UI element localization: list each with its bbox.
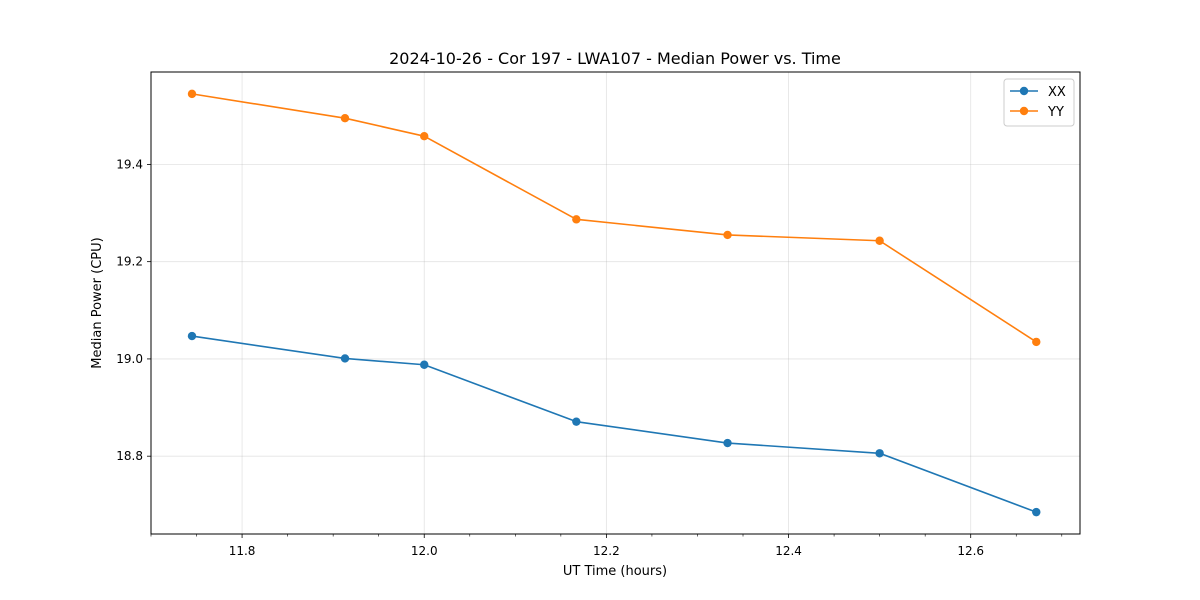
- x-tick-label: 12.6: [957, 544, 984, 558]
- series-xx: [187, 331, 1041, 517]
- data-point-yy: [572, 215, 581, 224]
- x-axis-label: UT Time (hours): [563, 564, 667, 579]
- y-tick-label: 19.0: [116, 352, 143, 366]
- data-point-xx: [875, 449, 884, 458]
- data-point-yy: [420, 131, 429, 141]
- x-tick-label: 12.2: [593, 544, 620, 558]
- y-tick-label: 18.8: [116, 449, 143, 463]
- data-point-yy: [723, 230, 732, 240]
- data-point-yy: [1032, 337, 1041, 347]
- x-tick-label: 12.0: [411, 544, 438, 558]
- series-yy: [187, 89, 1041, 347]
- legend-label-yy: YY: [1047, 105, 1064, 120]
- series-line-yy: [191, 93, 1037, 343]
- legend-marker-yy: [1019, 106, 1029, 116]
- series-line-xx: [191, 335, 1037, 513]
- y-tick-label: 19.4: [116, 157, 143, 171]
- data-point-xx: [187, 331, 197, 341]
- plot-area: [150, 71, 1081, 535]
- legend: XX YY: [1003, 78, 1075, 127]
- grid-lines: [151, 72, 1080, 534]
- data-point-xx: [572, 417, 581, 426]
- axis-ticks: 11.8 12.0 12.2 12.4 12.6 18.8 19.0 19.2 19.4: [116, 157, 1063, 558]
- data-point-xx: [1032, 507, 1041, 517]
- data-point-yy: [875, 236, 884, 245]
- legend-label-xx: XX: [1048, 85, 1066, 100]
- data-point-xx: [340, 354, 350, 363]
- series-layer: [187, 89, 1041, 517]
- x-tick-label: 12.4: [775, 544, 802, 558]
- data-point-xx: [420, 360, 429, 369]
- legend-marker-xx: [1019, 86, 1029, 96]
- chart-title: 2024-10-26 - Cor 197 - LWA107 - Median P…: [389, 49, 841, 68]
- y-axis-label: Median Power (CPU): [90, 237, 105, 368]
- data-point-yy: [187, 89, 197, 99]
- x-tick-label: 11.8: [229, 544, 256, 558]
- data-point-xx: [723, 438, 732, 448]
- y-tick-label: 19.2: [116, 255, 143, 269]
- data-point-yy: [340, 114, 350, 123]
